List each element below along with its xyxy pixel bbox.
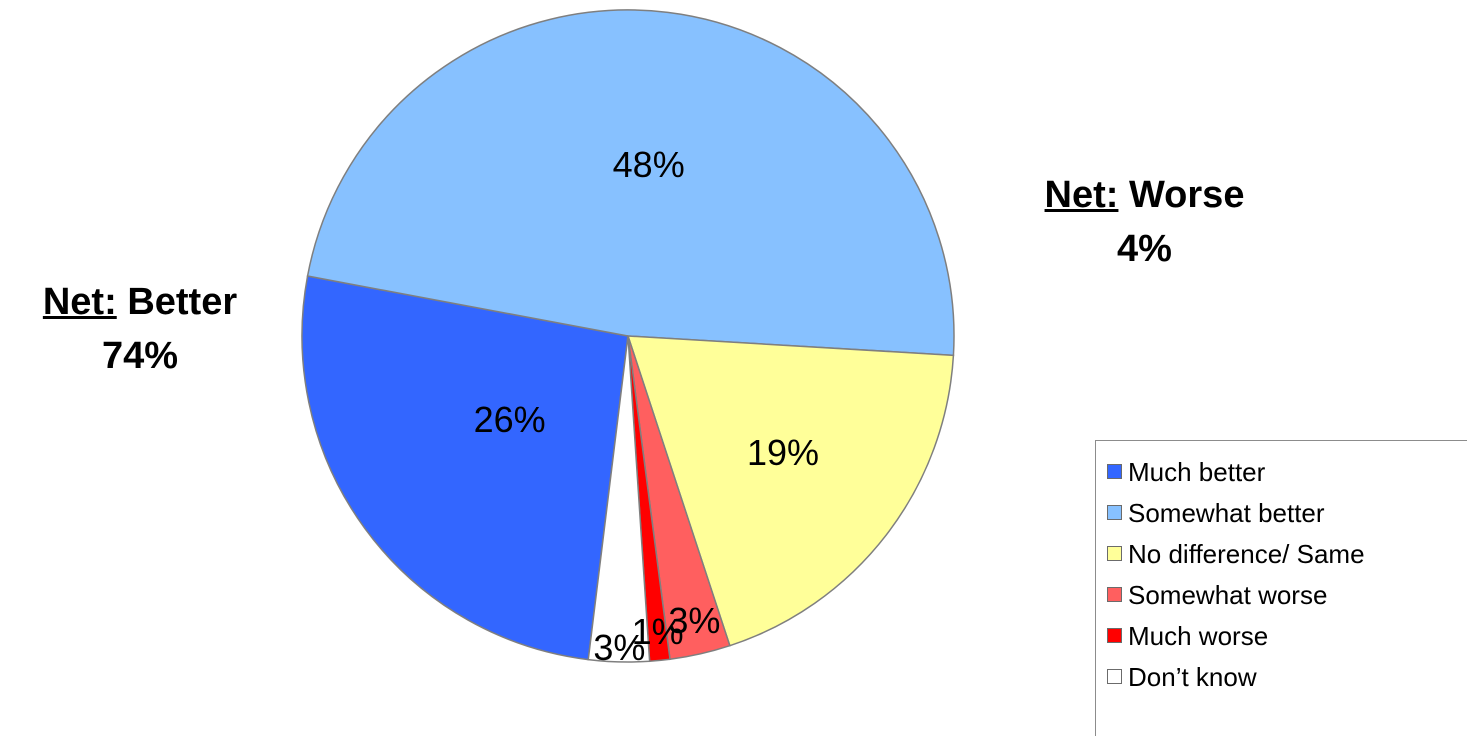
legend-item-no-difference-same: No difference/ Same	[1096, 533, 1467, 574]
legend-item-somewhat-worse: Somewhat worse	[1096, 574, 1467, 615]
legend-item-somewhat-better: Somewhat better	[1096, 492, 1467, 533]
legend-swatch	[1107, 505, 1122, 520]
legend-swatch	[1107, 669, 1122, 684]
data-label-somewhat-worse: 3%	[668, 600, 720, 641]
slice-somewhat-better	[306, 9, 955, 357]
chart-legend: Much better Somewhat better No difference/…	[1095, 440, 1467, 736]
net-worse-text: Worse	[1129, 174, 1245, 216]
legend-label: Much better	[1128, 457, 1266, 487]
net-better-text: Better	[127, 281, 238, 323]
data-label-no-difference-same: 19%	[747, 432, 819, 473]
legend-item-don-t-know: Don’t know	[1096, 656, 1467, 697]
data-label-much-worse: 1%	[632, 611, 684, 652]
data-label-don-t-know: 3%	[593, 627, 645, 668]
data-label-somewhat-better: 48%	[613, 144, 685, 185]
pie-labels: 26% 48% 19% 3%1%3%	[474, 144, 819, 668]
net-better-prefix: Net:	[42, 281, 117, 323]
legend-label: Somewhat worse	[1128, 580, 1328, 610]
data-label-much-better: 26%	[474, 399, 546, 440]
legend-swatch	[1107, 464, 1122, 479]
legend-label: Don’t know	[1128, 662, 1257, 692]
pie-slices	[301, 9, 955, 663]
legend-label: No difference/ Same	[1128, 539, 1365, 569]
legend-item-much-better: Much better	[1096, 451, 1467, 492]
slice-no-difference-same	[626, 335, 955, 647]
legend-swatch	[1107, 587, 1122, 602]
legend-item-much-worse: Much worse	[1096, 615, 1467, 656]
legend-swatch	[1107, 628, 1122, 643]
net-better-value: 74%	[101, 335, 179, 377]
net-worse-annotation: Net: Worse 4%	[1012, 168, 1277, 276]
legend-label: Much worse	[1128, 621, 1269, 651]
legend-label: Somewhat better	[1128, 498, 1325, 528]
slice-don-t-know	[587, 335, 651, 663]
legend-swatch	[1107, 546, 1122, 561]
net-worse-value: 4%	[1117, 228, 1172, 270]
net-better-annotation: Net: Better 74%	[30, 275, 250, 383]
net-worse-prefix: Net:	[1044, 174, 1119, 216]
slice-much-better	[301, 275, 629, 661]
